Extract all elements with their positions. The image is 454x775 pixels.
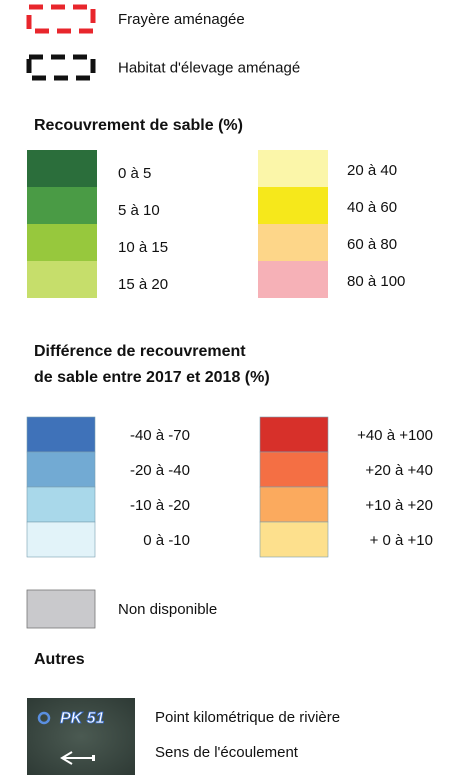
swatch <box>260 522 328 557</box>
swatch <box>27 417 95 452</box>
swatch <box>27 590 95 628</box>
section-title: Autres <box>34 651 85 668</box>
swatch <box>27 522 95 557</box>
class-label: 0 à -10 <box>143 532 190 549</box>
flow-arrow-tail <box>92 755 95 761</box>
section-title: Différence de recouvrement <box>34 343 246 360</box>
class-label: +20 à +40 <box>365 462 433 479</box>
class-label: +10 à +20 <box>365 497 433 514</box>
swatch <box>258 261 328 298</box>
swatch <box>27 261 97 298</box>
class-label: Non disponible <box>118 601 217 618</box>
swatch <box>27 487 95 522</box>
pk-badge: PK 51 <box>60 710 105 727</box>
section-title: Recouvrement de sable (%) <box>34 117 243 134</box>
class-label: 15 à 20 <box>118 276 168 293</box>
class-label: 5 à 10 <box>118 202 160 219</box>
swatch <box>258 150 328 187</box>
swatch <box>258 224 328 261</box>
class-label: + 0 à +10 <box>370 532 433 549</box>
class-label: -40 à -70 <box>130 427 190 444</box>
swatch <box>260 487 328 522</box>
class-label: 0 à 5 <box>118 165 151 182</box>
swatch <box>258 187 328 224</box>
swatch <box>260 417 328 452</box>
swatch <box>260 452 328 487</box>
dashed-box <box>29 7 93 31</box>
swatch <box>27 224 97 261</box>
class-label: 60 à 80 <box>347 236 397 253</box>
dashed-box <box>29 57 93 78</box>
class-label: 10 à 15 <box>118 239 168 256</box>
swatch <box>27 452 95 487</box>
class-label: -10 à -20 <box>130 497 190 514</box>
swatch <box>27 150 97 187</box>
class-label: 40 à 60 <box>347 199 397 216</box>
class-label: -20 à -40 <box>130 462 190 479</box>
other-label: Sens de l'écoulement <box>155 744 299 761</box>
class-label: 20 à 40 <box>347 162 397 179</box>
legend-label: Habitat d'élevage aménagé <box>118 59 300 76</box>
legend: PK 51 Frayère aménagée Habitat d'élevage … <box>0 0 454 775</box>
legend-label: Frayère aménagée <box>118 11 245 28</box>
class-label: 80 à 100 <box>347 273 405 290</box>
swatch <box>27 187 97 224</box>
section-title: de sable entre 2017 et 2018 (%) <box>34 369 270 386</box>
class-label: +40 à +100 <box>357 427 433 444</box>
other-label: Point kilométrique de rivière <box>155 709 340 726</box>
